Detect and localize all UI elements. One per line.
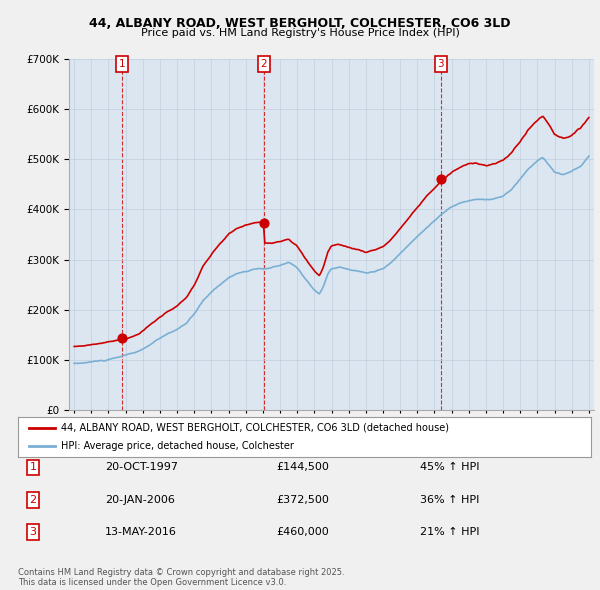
- Text: HPI: Average price, detached house, Colchester: HPI: Average price, detached house, Colc…: [61, 441, 294, 451]
- Text: 3: 3: [29, 527, 37, 537]
- Text: 1: 1: [119, 59, 125, 69]
- Text: 36% ↑ HPI: 36% ↑ HPI: [420, 495, 479, 504]
- Text: 20-JAN-2006: 20-JAN-2006: [105, 495, 175, 504]
- Text: 45% ↑ HPI: 45% ↑ HPI: [420, 463, 479, 472]
- Text: £460,000: £460,000: [276, 527, 329, 537]
- Text: 2: 2: [260, 59, 267, 69]
- Text: 2: 2: [29, 495, 37, 504]
- Text: Contains HM Land Registry data © Crown copyright and database right 2025.
This d: Contains HM Land Registry data © Crown c…: [18, 568, 344, 587]
- Point: [118, 333, 127, 342]
- Text: 3: 3: [437, 59, 444, 69]
- Text: 1: 1: [29, 463, 37, 472]
- Text: £372,500: £372,500: [276, 495, 329, 504]
- Text: 21% ↑ HPI: 21% ↑ HPI: [420, 527, 479, 537]
- Text: 44, ALBANY ROAD, WEST BERGHOLT, COLCHESTER, CO6 3LD (detached house): 44, ALBANY ROAD, WEST BERGHOLT, COLCHEST…: [61, 423, 449, 433]
- Text: £144,500: £144,500: [276, 463, 329, 472]
- Text: Price paid vs. HM Land Registry's House Price Index (HPI): Price paid vs. HM Land Registry's House …: [140, 28, 460, 38]
- Text: 20-OCT-1997: 20-OCT-1997: [105, 463, 178, 472]
- Point: [436, 175, 446, 184]
- Text: 44, ALBANY ROAD, WEST BERGHOLT, COLCHESTER, CO6 3LD: 44, ALBANY ROAD, WEST BERGHOLT, COLCHEST…: [89, 17, 511, 30]
- Text: 13-MAY-2016: 13-MAY-2016: [105, 527, 177, 537]
- Point: [259, 218, 269, 228]
